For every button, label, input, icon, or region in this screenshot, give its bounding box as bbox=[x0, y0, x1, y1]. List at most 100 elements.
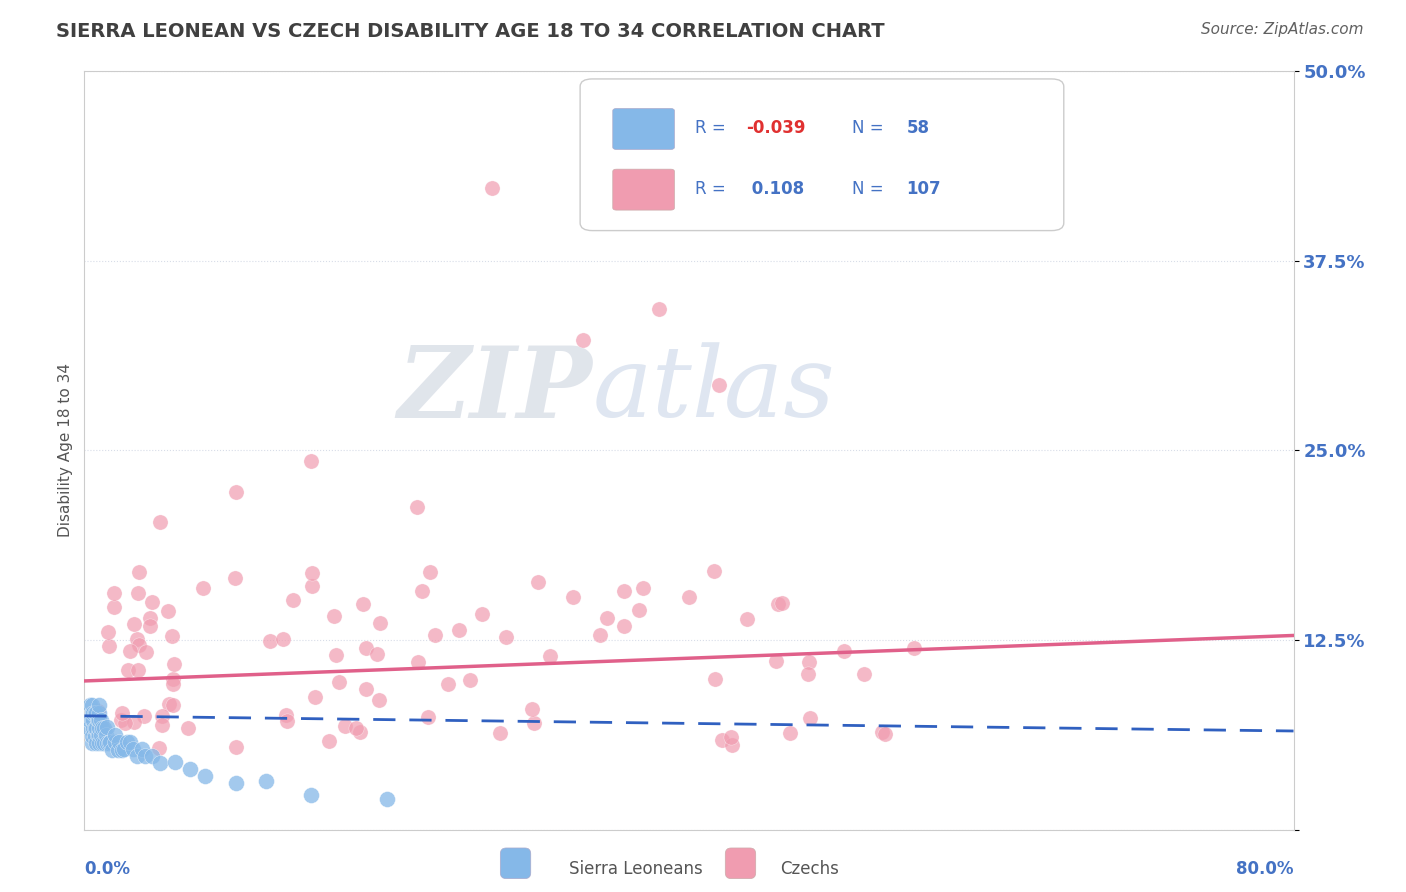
Point bbox=[520, 701, 543, 715]
FancyBboxPatch shape bbox=[613, 109, 675, 150]
Point bbox=[328, 675, 350, 690]
Point bbox=[162, 698, 184, 713]
Point bbox=[83, 715, 105, 730]
Point bbox=[335, 719, 357, 733]
Point bbox=[122, 715, 145, 730]
Point bbox=[276, 714, 298, 729]
Text: Sierra Leoneans: Sierra Leoneans bbox=[569, 860, 703, 878]
Point bbox=[648, 302, 671, 317]
FancyBboxPatch shape bbox=[581, 79, 1064, 230]
Point bbox=[114, 715, 136, 730]
Point bbox=[135, 645, 157, 659]
Point bbox=[194, 769, 217, 783]
Text: 0.108: 0.108 bbox=[745, 180, 804, 198]
Point bbox=[82, 721, 104, 735]
Point bbox=[323, 609, 346, 624]
Point bbox=[141, 595, 163, 609]
Point bbox=[82, 706, 104, 720]
Point bbox=[96, 736, 118, 750]
Point bbox=[779, 725, 801, 739]
Point bbox=[489, 726, 512, 740]
Point bbox=[117, 663, 139, 677]
Point bbox=[162, 673, 184, 687]
Point bbox=[423, 628, 446, 642]
Point bbox=[84, 729, 107, 743]
Point bbox=[127, 664, 149, 678]
Point bbox=[797, 655, 820, 669]
Point bbox=[89, 736, 111, 750]
Point bbox=[150, 709, 173, 723]
Point bbox=[903, 640, 925, 655]
Point bbox=[596, 611, 619, 625]
Text: atlas: atlas bbox=[592, 343, 835, 437]
Point bbox=[103, 599, 125, 614]
Point bbox=[703, 564, 725, 578]
Point bbox=[97, 639, 120, 653]
Point bbox=[354, 640, 377, 655]
Point bbox=[416, 710, 439, 724]
Point bbox=[77, 721, 100, 735]
Point bbox=[96, 721, 118, 735]
Point bbox=[703, 672, 725, 686]
Point bbox=[375, 792, 398, 806]
Point bbox=[527, 575, 550, 590]
Point bbox=[93, 736, 115, 750]
Point bbox=[627, 603, 650, 617]
Point bbox=[107, 743, 129, 757]
Point bbox=[104, 735, 127, 749]
Text: N =: N = bbox=[852, 120, 889, 137]
Point bbox=[165, 756, 187, 770]
Point bbox=[90, 713, 112, 727]
Point bbox=[97, 735, 120, 749]
Text: Source: ZipAtlas.com: Source: ZipAtlas.com bbox=[1201, 22, 1364, 37]
Point bbox=[352, 598, 374, 612]
Point bbox=[437, 677, 460, 691]
Point bbox=[159, 697, 181, 711]
Point bbox=[80, 714, 103, 728]
Point bbox=[299, 454, 322, 468]
Text: -0.039: -0.039 bbox=[745, 120, 806, 137]
Point bbox=[132, 709, 155, 723]
Point bbox=[191, 581, 214, 595]
Point bbox=[80, 736, 103, 750]
Point bbox=[86, 736, 108, 750]
Point bbox=[301, 566, 323, 581]
Point bbox=[128, 638, 150, 652]
Point bbox=[797, 667, 820, 681]
Point bbox=[84, 721, 107, 735]
Point bbox=[87, 704, 110, 718]
Point bbox=[141, 748, 163, 763]
Point bbox=[128, 566, 150, 580]
Point bbox=[318, 734, 340, 748]
Point bbox=[301, 579, 323, 593]
Point bbox=[366, 647, 388, 661]
Point bbox=[87, 728, 110, 742]
Point bbox=[419, 565, 441, 579]
Point bbox=[852, 667, 875, 681]
Point bbox=[157, 604, 180, 618]
Point bbox=[111, 742, 134, 756]
Point bbox=[139, 611, 162, 625]
Point bbox=[118, 643, 141, 657]
Point bbox=[127, 749, 149, 764]
Point bbox=[561, 590, 583, 604]
Point bbox=[870, 725, 893, 739]
Point bbox=[447, 624, 470, 638]
Point bbox=[224, 571, 246, 585]
Point bbox=[162, 677, 184, 691]
Point bbox=[176, 721, 198, 735]
Text: N =: N = bbox=[852, 180, 889, 198]
Point bbox=[160, 628, 183, 642]
Point bbox=[91, 736, 114, 750]
Point bbox=[149, 515, 172, 529]
Point bbox=[370, 615, 392, 630]
Point bbox=[98, 735, 121, 749]
Point bbox=[94, 728, 117, 742]
Point bbox=[259, 634, 281, 648]
Point bbox=[471, 607, 494, 622]
Y-axis label: Disability Age 18 to 34: Disability Age 18 to 34 bbox=[58, 363, 73, 538]
Point bbox=[89, 721, 111, 735]
Point bbox=[735, 612, 758, 626]
Point bbox=[406, 655, 429, 669]
FancyBboxPatch shape bbox=[613, 169, 675, 211]
